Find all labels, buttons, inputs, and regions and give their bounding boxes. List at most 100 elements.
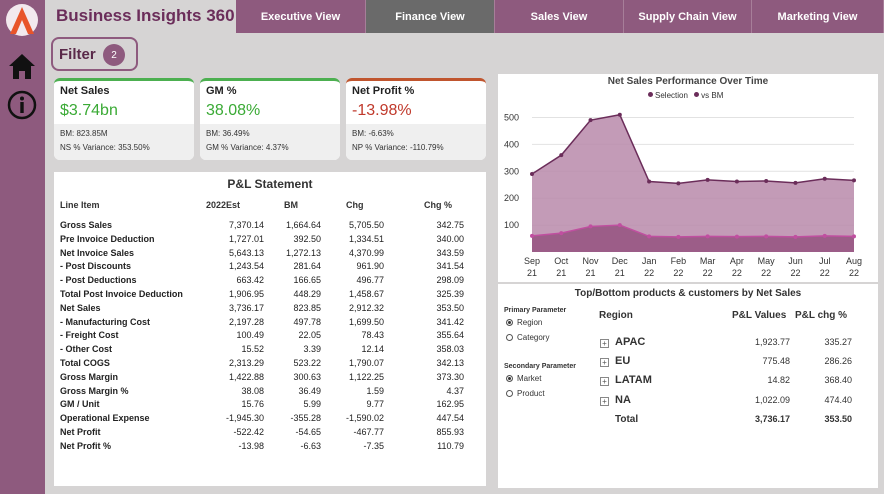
expand-icon[interactable]: +	[600, 377, 609, 386]
tab-marketing-view[interactable]: Marketing View	[752, 0, 884, 33]
table-row: Total COGS 2,313.29 523.22 1,790.07 342.13	[54, 358, 486, 371]
table-row[interactable]: + APAC 1,923.77 335.27	[600, 336, 860, 355]
table-row[interactable]: + NA 1,022.09 474.40	[600, 394, 860, 413]
vs-bm-point	[588, 224, 593, 229]
table-cell: 110.79	[437, 440, 464, 451]
column-header[interactable]: Chg	[346, 200, 364, 210]
vs-bm-point	[676, 234, 681, 239]
tab-supply-chain-view[interactable]: Supply Chain View	[624, 0, 752, 33]
home-icon[interactable]	[6, 50, 38, 82]
table-cell: 341.54	[436, 261, 464, 272]
selection-point	[559, 153, 564, 158]
line-item-label: Net Sales	[60, 302, 101, 313]
line-item-label: Net Profit %	[60, 440, 112, 451]
table-row: Gross Margin % 38.08 36.49 1.59 4.37	[54, 386, 486, 399]
table-cell: 1,458.67	[348, 289, 384, 299]
table-row: - Post Discounts 1,243.54 281.64 961.90 341.…	[54, 261, 486, 274]
tab-finance-view[interactable]: Finance View	[366, 0, 495, 33]
vs-bm-line	[531, 224, 855, 238]
column-header[interactable]: BM	[284, 200, 298, 210]
legend-item-selection: Selection	[655, 91, 688, 100]
kpi-title: Net Profit %	[352, 85, 415, 97]
radio-label: Product	[517, 389, 545, 398]
pl-value: 1,923.77	[754, 337, 790, 347]
kpi-title: GM %	[206, 85, 237, 97]
column-header[interactable]: Line Item	[60, 200, 100, 210]
nav-tabs: Executive View Finance View Sales View S…	[236, 0, 884, 33]
region-name: NA	[615, 394, 631, 406]
kpi-bm: BM: 36.49%	[206, 129, 250, 138]
table-cell: -467.77	[353, 427, 384, 437]
table-cell: -7.35	[363, 440, 384, 451]
radio-selected-icon	[506, 319, 513, 326]
radio-market[interactable]: Market	[506, 374, 541, 383]
column-header-pl-chg[interactable]: P&L chg %	[795, 310, 848, 321]
expand-icon[interactable]: +	[600, 339, 609, 348]
column-header-pl-values[interactable]: P&L Values	[732, 310, 787, 321]
table-cell: 447.54	[436, 413, 464, 424]
column-header[interactable]: Chg %	[424, 200, 452, 210]
table-cell: 1,790.07	[348, 358, 384, 368]
table-cell: 12.14	[361, 344, 384, 355]
column-header[interactable]: 2022Est	[206, 200, 241, 210]
legend-dot-icon	[648, 92, 653, 97]
kpi-value: -13.98%	[352, 102, 412, 119]
line-item-label: - Manufacturing Cost	[60, 316, 150, 327]
chart-title: Net Sales Performance Over Time	[607, 76, 769, 87]
pl-chg: 474.40	[824, 395, 852, 405]
table-row[interactable]: + LATAM 14.82 368.40	[600, 374, 860, 393]
line-item-label: - Freight Cost	[60, 330, 119, 341]
table-cell: 1.59	[366, 385, 384, 396]
selection-area	[532, 114, 854, 252]
table-cell: 166.65	[293, 275, 321, 286]
table-cell: 3,736.17	[228, 302, 264, 313]
table-cell: 355.64	[436, 330, 464, 341]
table-cell: 15.76	[241, 399, 264, 410]
column-header-region[interactable]: Region	[599, 310, 633, 321]
pl-chg: 286.26	[824, 356, 852, 366]
x-tick-label: Jun	[788, 256, 803, 266]
table-cell: 523.22	[293, 358, 321, 368]
radio-product[interactable]: Product	[506, 389, 545, 398]
x-tick-label: Nov	[583, 256, 600, 266]
table-cell: 342.75	[436, 220, 464, 230]
vs-bm-area	[532, 225, 854, 252]
table-cell: 448.29	[293, 289, 321, 299]
table-cell: 78.43	[361, 330, 384, 341]
radio-label: Category	[517, 333, 550, 342]
x-tick-label: 21	[527, 268, 537, 278]
x-tick-label: 21	[615, 268, 625, 278]
x-tick-label: 22	[703, 268, 713, 278]
sidebar	[0, 0, 45, 494]
selection-point	[617, 112, 622, 117]
filter-button[interactable]: Filter 2	[51, 37, 138, 71]
legend-dot-icon	[694, 92, 700, 97]
expand-icon[interactable]: +	[600, 397, 609, 406]
table-row: Gross Margin 1,422.88 300.63 1,122.25 373.30	[54, 372, 486, 385]
x-tick-label: 22	[644, 268, 654, 278]
table-cell: 1,334.51	[348, 233, 384, 244]
radio-category[interactable]: Category	[506, 333, 549, 342]
table-row: Net Invoice Sales 5,643.13 1,272.13 4,370.9…	[54, 248, 486, 261]
table-cell: 1,122.25	[348, 371, 384, 382]
selection-point	[705, 177, 710, 182]
table-cell: 15.52	[241, 344, 264, 355]
kpi-card-gm-pct: GM % 38.08% BM: 36.49% GM % Variance: 4.…	[200, 78, 340, 160]
tab-executive-view[interactable]: Executive View	[236, 0, 366, 33]
x-tick-label: Dec	[612, 256, 629, 266]
selection-point	[734, 179, 739, 184]
x-tick-label: Aug	[846, 256, 862, 266]
x-tick-label: 22	[761, 268, 771, 278]
table-cell: 298.09	[436, 275, 464, 286]
x-tick-label: Jan	[642, 256, 657, 266]
x-tick-label: May	[758, 256, 776, 266]
info-icon[interactable]	[6, 89, 38, 121]
table-row: Net Profit -522.42 -54.65 -467.77 855.93	[54, 427, 486, 440]
selection-point	[588, 118, 593, 123]
kpi-benchmark: BM: 36.49% GM % Variance: 4.37%	[200, 124, 340, 160]
radio-region[interactable]: Region	[506, 318, 542, 327]
table-row: - Other Cost 15.52 3.39 12.14 358.03	[54, 344, 486, 357]
tab-sales-view[interactable]: Sales View	[495, 0, 624, 33]
expand-icon[interactable]: +	[600, 358, 609, 367]
table-row[interactable]: + EU 775.48 286.26	[600, 355, 860, 374]
